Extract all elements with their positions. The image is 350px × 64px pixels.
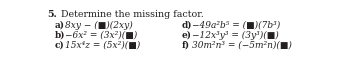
Text: b): b) [55,31,65,40]
Text: e): e) [182,31,192,40]
Text: 30m²n³ = (−5m²n)(■): 30m²n³ = (−5m²n)(■) [192,41,292,50]
Text: Determine the missing factor.: Determine the missing factor. [55,10,203,19]
Text: 15x⁴z = (5x²)(■): 15x⁴z = (5x²)(■) [65,41,140,50]
Text: f): f) [182,41,190,50]
Text: 8xy − (■)(2xy): 8xy − (■)(2xy) [65,21,132,30]
Text: −6x² = (3x²)(■): −6x² = (3x²)(■) [65,31,137,40]
Text: a): a) [55,21,65,30]
Text: c): c) [55,41,64,50]
Text: 5.: 5. [48,10,57,19]
Text: d): d) [182,21,192,30]
Text: −49a²b⁵ = (■)(7b³): −49a²b⁵ = (■)(7b³) [192,21,280,30]
Text: −12x³y³ = (3y³)(■): −12x³y³ = (3y³)(■) [192,31,279,40]
